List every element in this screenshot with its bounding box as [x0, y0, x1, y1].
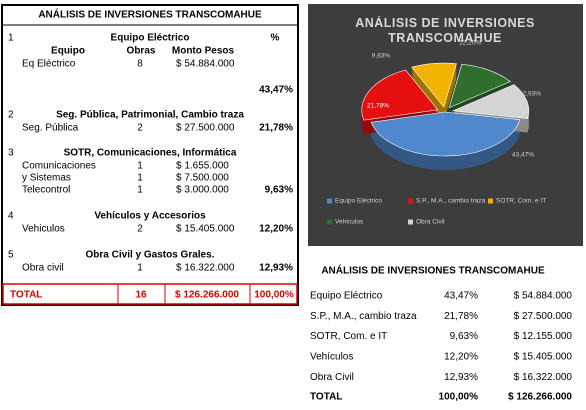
left-table: 1 Equipo Eléctrico Eq Eléctrico 8 $ 54.884.0… [8, 33, 294, 301]
section-share: 12,93% [259, 263, 293, 274]
legend-swatch [327, 198, 332, 204]
summary-cell: SOTR, Com. e IT [310, 331, 387, 342]
item-count: 1 [137, 173, 143, 184]
section-heading: Vehículos y Accesorios [94, 211, 206, 222]
column-header: Equipo [51, 46, 85, 57]
legend: Equipo Eléctrico S.P., M.A., cambio traza… [327, 198, 546, 226]
summary-cell: $ 16.322.000 [514, 372, 573, 383]
data-label: 12,20% [459, 40, 481, 47]
legend-label: Vehículos [335, 219, 364, 226]
summary-cell: Obra Civil [310, 372, 354, 383]
data-label: 12,93% [519, 91, 541, 98]
summary-cell: 43,47% [444, 291, 478, 302]
item-name: Obra civil [22, 263, 64, 274]
summary-cell: 12,20% [444, 352, 478, 363]
item-count: 1 [137, 161, 143, 172]
item-count: 1 [137, 185, 143, 196]
summary-total: TOTAL [310, 392, 342, 403]
item-count: 8 [137, 59, 143, 70]
legend-swatch [408, 219, 413, 225]
legend-swatch [327, 219, 332, 225]
section-heading: Seg. Pública, Patrimonial, Cambio traza [56, 110, 244, 121]
total-cell: 16 [135, 290, 147, 301]
legend-label: S.P., M.A., cambio traza [416, 198, 486, 205]
data-label: 21,78% [367, 103, 389, 110]
legend-swatch [408, 198, 413, 204]
section-share: 9,63% [265, 185, 293, 196]
item-amount: $ 1.655.000 [176, 161, 229, 172]
legend-label: Equipo Eléctrico [335, 198, 382, 205]
summary-table: Equipo Eléctrico 43,47% $ 54.884.000 S.P., … [310, 291, 572, 403]
column-header: Obras [127, 46, 156, 57]
slice [361, 69, 439, 121]
total-cell: $ 126.266.000 [175, 290, 239, 301]
section-number: 2 [8, 110, 14, 121]
chart-title-box: ANÁLISIS DE INVERSIONES TRANSCOMAHUE [355, 16, 535, 45]
summary-total: 100,00% [439, 392, 479, 403]
slice [411, 62, 457, 108]
total-cell: TOTAL [10, 290, 42, 301]
section-share: 12,20% [259, 224, 293, 235]
item-amount: $ 16.322.000 [176, 263, 235, 274]
column-header: Monto Pesos [172, 46, 235, 57]
section-share: 21,78% [259, 123, 293, 134]
item-name: y Sistemas [22, 173, 71, 184]
item-amount: $ 15.405.000 [176, 224, 235, 235]
summary-cell: $ 15.405.000 [514, 352, 573, 363]
slice [448, 64, 511, 109]
table-title: ANÁLISIS DE INVERSIONES TRANSCOMAHUE [38, 8, 262, 21]
section-number: 1 [8, 33, 14, 44]
pie: 43,47% 21,78% 9,63% 12,20% 12,93% [361, 40, 541, 171]
summary-cell: $ 12.155.000 [514, 331, 573, 342]
item-amount: $ 3.000.000 [176, 185, 229, 196]
section-heading: Obra Civil y Gastos Grales. [86, 250, 215, 261]
section-heading: SOTR, Comunicaciones, Informática [64, 148, 237, 159]
item-name: Seg. Pública [22, 123, 79, 134]
item-name: Comunicaciones [22, 161, 96, 172]
percent-header: % [271, 33, 280, 44]
total-border [2, 283, 298, 305]
item-amount: $ 7.500.000 [176, 173, 229, 184]
item-amount: $ 54.884.000 [176, 59, 235, 70]
data-label: 43,47% [512, 152, 534, 159]
item-name: Eq Eléctrico [22, 59, 76, 70]
legend-swatch [488, 198, 493, 204]
section-number: 5 [8, 250, 14, 261]
legend-label: Obra Civil [416, 219, 445, 226]
summary-cell: $ 27.500.000 [514, 311, 573, 322]
section-heading: Equipo Eléctrico [111, 33, 190, 44]
item-count: 2 [137, 224, 143, 235]
item-amount: $ 27.500.000 [176, 123, 235, 134]
section-share: 43,47% [259, 85, 293, 96]
summary-cell: $ 54.884.000 [514, 291, 573, 302]
item-count: 1 [137, 263, 143, 274]
table-border [1, 4, 299, 306]
summary-cell: Vehículos [310, 352, 353, 363]
item-name: Vehiculos [22, 224, 65, 235]
section-number: 3 [8, 148, 14, 159]
summary-cell: S.P., M.A., cambio traza [310, 311, 417, 322]
slice [370, 111, 521, 157]
summary-title: ANÁLISIS DE INVERSIONES TRANSCOMAHUE [321, 264, 545, 277]
summary-cell: 21,78% [444, 311, 478, 322]
data-label: 9,63% [372, 53, 391, 60]
summary-cell: 9,63% [450, 331, 478, 342]
legend-label: SOTR, Com. e IT [496, 198, 546, 205]
item-count: 2 [137, 123, 143, 134]
slice [451, 84, 530, 119]
summary-cell: 12,93% [444, 372, 478, 383]
chart-title: ANÁLISIS DE INVERSIONES TRANSCOMAHUE [355, 16, 535, 45]
summary-total: $ 126.266.000 [508, 392, 572, 403]
section-number: 4 [8, 211, 14, 222]
summary-cell: Equipo Eléctrico [310, 291, 383, 302]
item-name: Telecontrol [22, 185, 70, 196]
total-cell: 100,00% [254, 290, 294, 301]
